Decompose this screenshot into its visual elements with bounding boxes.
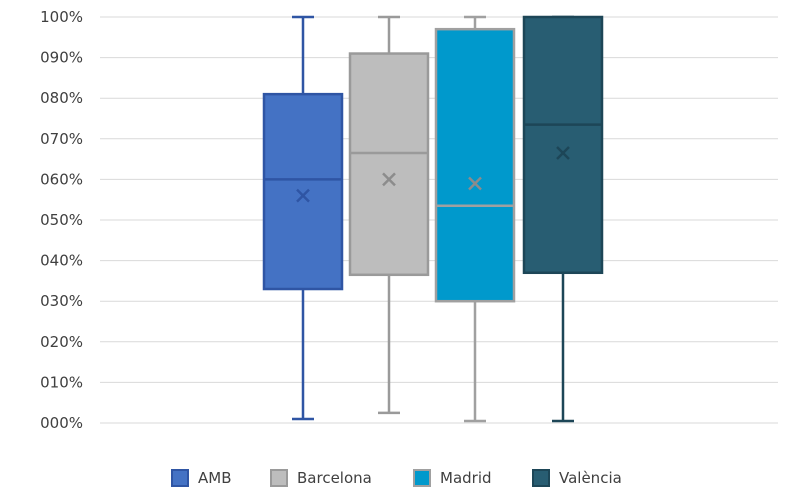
y-tick-label: 040% [40, 252, 83, 270]
box-1 [262, 15, 344, 421]
y-tick-label: 050% [40, 211, 83, 229]
y-tick-label: 090% [40, 49, 83, 67]
y-tick-label: 010% [40, 373, 83, 391]
y-tick-label: 070% [40, 130, 83, 148]
box-4 [522, 15, 604, 423]
mean-marker [468, 176, 482, 191]
legend-label: València [559, 469, 622, 487]
y-axis: 000% 010% 020% 030% 040% 050% 060% 070% 080% 090%… [40, 8, 83, 432]
box-3 [434, 15, 516, 423]
iqr-box [348, 52, 430, 277]
legend-swatch [413, 469, 431, 487]
legend-swatch [270, 469, 288, 487]
legend-swatch [532, 469, 550, 487]
y-tick-label: 100% [40, 8, 83, 26]
iqr-box [434, 27, 516, 303]
legend-label: Barcelona [297, 469, 372, 487]
mean-marker [556, 146, 570, 160]
y-tick-label: 030% [40, 292, 83, 310]
mean-marker [296, 188, 310, 203]
y-tick-label: 020% [40, 333, 83, 351]
y-tick-label: 000% [40, 414, 83, 432]
legend-label: AMB [198, 469, 232, 487]
iqr-box [262, 92, 344, 291]
mean-marker [382, 172, 396, 187]
legend-label: Madrid [440, 469, 492, 487]
legend-swatch [171, 469, 189, 487]
legend: AMB Barcelona Madrid València [171, 469, 622, 487]
y-tick-label: 080% [40, 89, 83, 107]
boxes [262, 15, 604, 423]
box-2 [348, 15, 430, 415]
y-tick-label: 060% [40, 170, 83, 188]
iqr-box [522, 15, 604, 275]
